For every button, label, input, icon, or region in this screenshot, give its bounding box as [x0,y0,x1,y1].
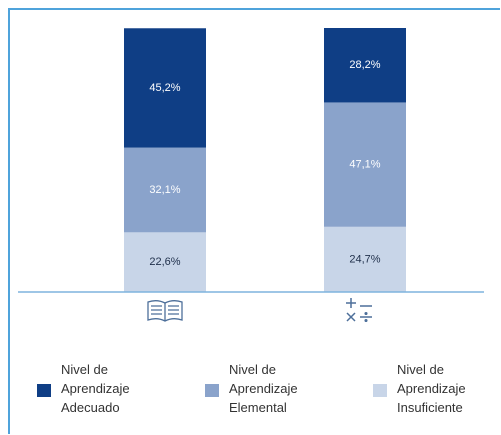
value-label: 45,2% [149,82,180,94]
value-label: 28,2% [349,59,380,71]
value-label: 24,7% [349,253,380,265]
bar-segment [124,28,206,148]
book-icon [147,300,183,322]
bar-segment [124,232,206,292]
bar-segment [124,147,206,233]
legend-swatch [205,384,219,397]
legend-label: Nivel de Aprendizaje Insuficiente [397,362,466,415]
bar-segment [324,102,406,227]
legend-swatch [37,384,51,397]
frame-border [8,8,500,434]
bar-segment [324,226,406,292]
value-label: 32,1% [149,184,180,196]
value-label: 47,1% [349,159,380,171]
bar-segment [324,28,406,103]
legend-label: Nivel de Aprendizaje Adecuado [61,362,130,415]
math-icon [346,298,372,323]
legend-swatch [373,384,387,397]
value-label: 22,6% [149,256,180,268]
legend-label: Nivel de Aprendizaje Elemental [229,362,298,415]
